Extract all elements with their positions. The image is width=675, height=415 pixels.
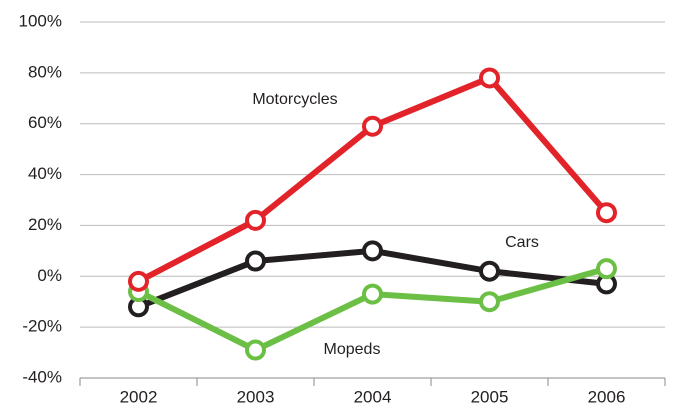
x-tick-label: 2002	[120, 387, 158, 406]
marker	[245, 250, 266, 272]
marker	[362, 115, 383, 137]
series-label: Cars	[505, 234, 539, 251]
x-tick-label: 2003	[237, 387, 275, 406]
y-tick-label: -20%	[22, 317, 62, 336]
y-tick-label: 60%	[28, 113, 62, 132]
series-label: Mopeds	[324, 341, 381, 358]
y-tick-label: 80%	[28, 62, 62, 81]
y-tick-label: -40%	[22, 367, 62, 386]
marker	[245, 209, 266, 231]
marker	[245, 339, 266, 361]
x-tick-label: 2005	[471, 387, 509, 406]
marker	[479, 291, 500, 313]
marker	[128, 270, 149, 292]
y-tick-label: 20%	[28, 215, 62, 234]
x-tick-label: 2006	[588, 387, 626, 406]
y-tick-label: 0%	[37, 266, 62, 285]
marker	[362, 240, 383, 262]
marker	[596, 202, 617, 224]
marker	[479, 260, 500, 282]
marker	[596, 258, 617, 280]
y-tick-label: 100%	[19, 11, 62, 30]
x-tick-label: 2004	[354, 387, 392, 406]
marker	[479, 67, 500, 89]
series-label: Motorcycles	[252, 91, 337, 108]
y-tick-label: 40%	[28, 164, 62, 183]
marker	[362, 283, 383, 305]
